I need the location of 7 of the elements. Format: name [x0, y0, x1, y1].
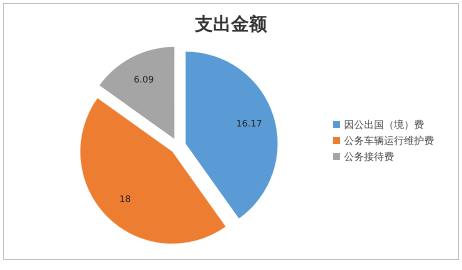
chart-title: 支出金额: [194, 14, 268, 35]
data-label: 18: [119, 194, 132, 205]
legend-label: 公务车辆运行维护费: [344, 135, 434, 147]
legend-label: 公务接待费: [344, 151, 394, 163]
data-label: 16.17: [236, 119, 262, 130]
data-label: 6.09: [134, 76, 154, 86]
legend-label: 因公出国（境）费: [344, 119, 424, 131]
